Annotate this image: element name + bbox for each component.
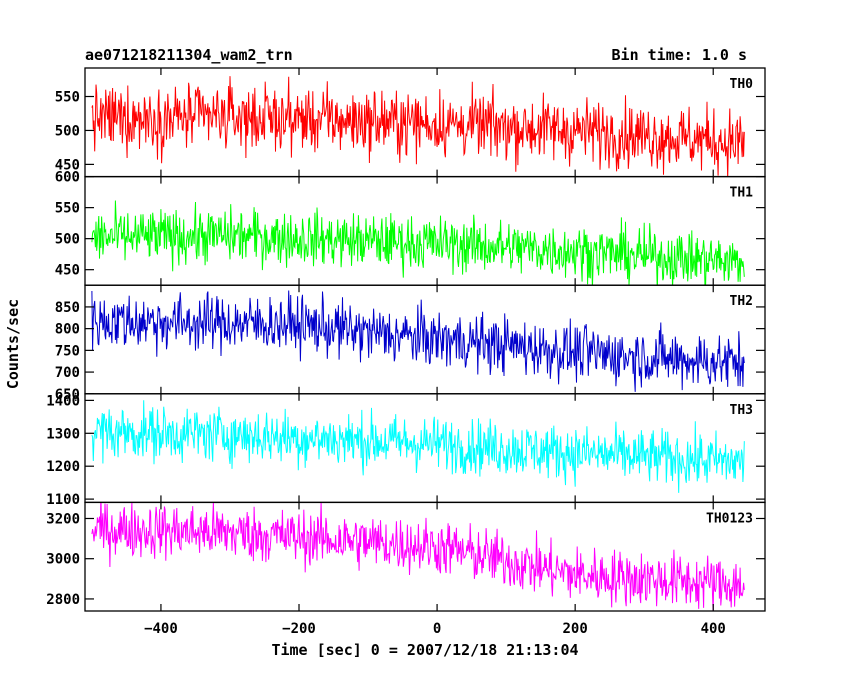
x-tick-label: 200 [563,621,588,637]
y-tick-label: 1100 [46,492,80,508]
y-axis-label: Counts/sec [4,299,22,389]
panel-label-th3: TH3 [730,403,753,418]
y-tick-label: 550 [55,90,80,106]
panel-th3: 1100 1200 1300 1400 TH3 [46,393,766,508]
x-axis-label: Time [sec] 0 = 2007/12/18 21:13:04 [271,641,578,659]
panel-label-th2: TH2 [730,294,753,309]
y-tick-label: 1300 [46,426,80,442]
panel-th1: 450 500 550 600 TH1 [55,170,766,286]
panel-th2: 650 700 750 800 850 TH2 [55,284,766,403]
panel-label-th1: TH1 [730,186,754,201]
y-tick-label: 3000 [46,552,80,568]
y-tick-label: 2800 [46,592,80,608]
x-tick-label: 0 [433,621,441,637]
y-tick-label: 500 [55,123,80,139]
panel-label-th0123: TH0123 [706,511,753,526]
x-tick-label: −200 [282,621,316,637]
x-axis: −400 −200 0 200 400 [144,621,726,637]
bin-time-label: Bin time: 1.0 s [612,46,747,64]
series-line-th0 [91,76,745,177]
y-tick-label: 800 [55,322,80,338]
series-line-th1 [91,200,745,286]
y-tick-label: 700 [55,365,80,381]
panel-label-th0: TH0 [730,77,754,92]
y-tick-label: 1400 [46,393,80,409]
y-tick-label: 650 [55,387,80,403]
series-line-th0123 [91,502,745,611]
y-tick-label: 450 [55,263,80,279]
y-tick-label: 500 [55,232,80,248]
y-tick-label: 3200 [46,511,80,527]
y-tick-label: 1200 [46,459,80,475]
figure-title: ae071218211304_wam2_trn [85,46,293,64]
y-tick-label: 750 [55,343,80,359]
x-tick-label: 400 [701,621,726,637]
y-tick-label: 550 [55,201,80,217]
panel-th0123: 2800 3000 3200 TH0123 [46,501,766,612]
y-tick-label: 850 [55,300,80,316]
series-line-th3 [91,400,745,493]
panels: 450 500 550 TH0 450 500 550 600 TH1 650 700 750 800 8… [46,67,766,612]
y-tick-label: 450 [55,157,80,173]
panel-th0: 450 500 550 TH0 [55,67,766,178]
y-tick-label: 600 [55,170,80,186]
x-tick-label: −400 [144,621,178,637]
series-line-th2 [91,290,745,392]
panel-frame [84,501,766,612]
